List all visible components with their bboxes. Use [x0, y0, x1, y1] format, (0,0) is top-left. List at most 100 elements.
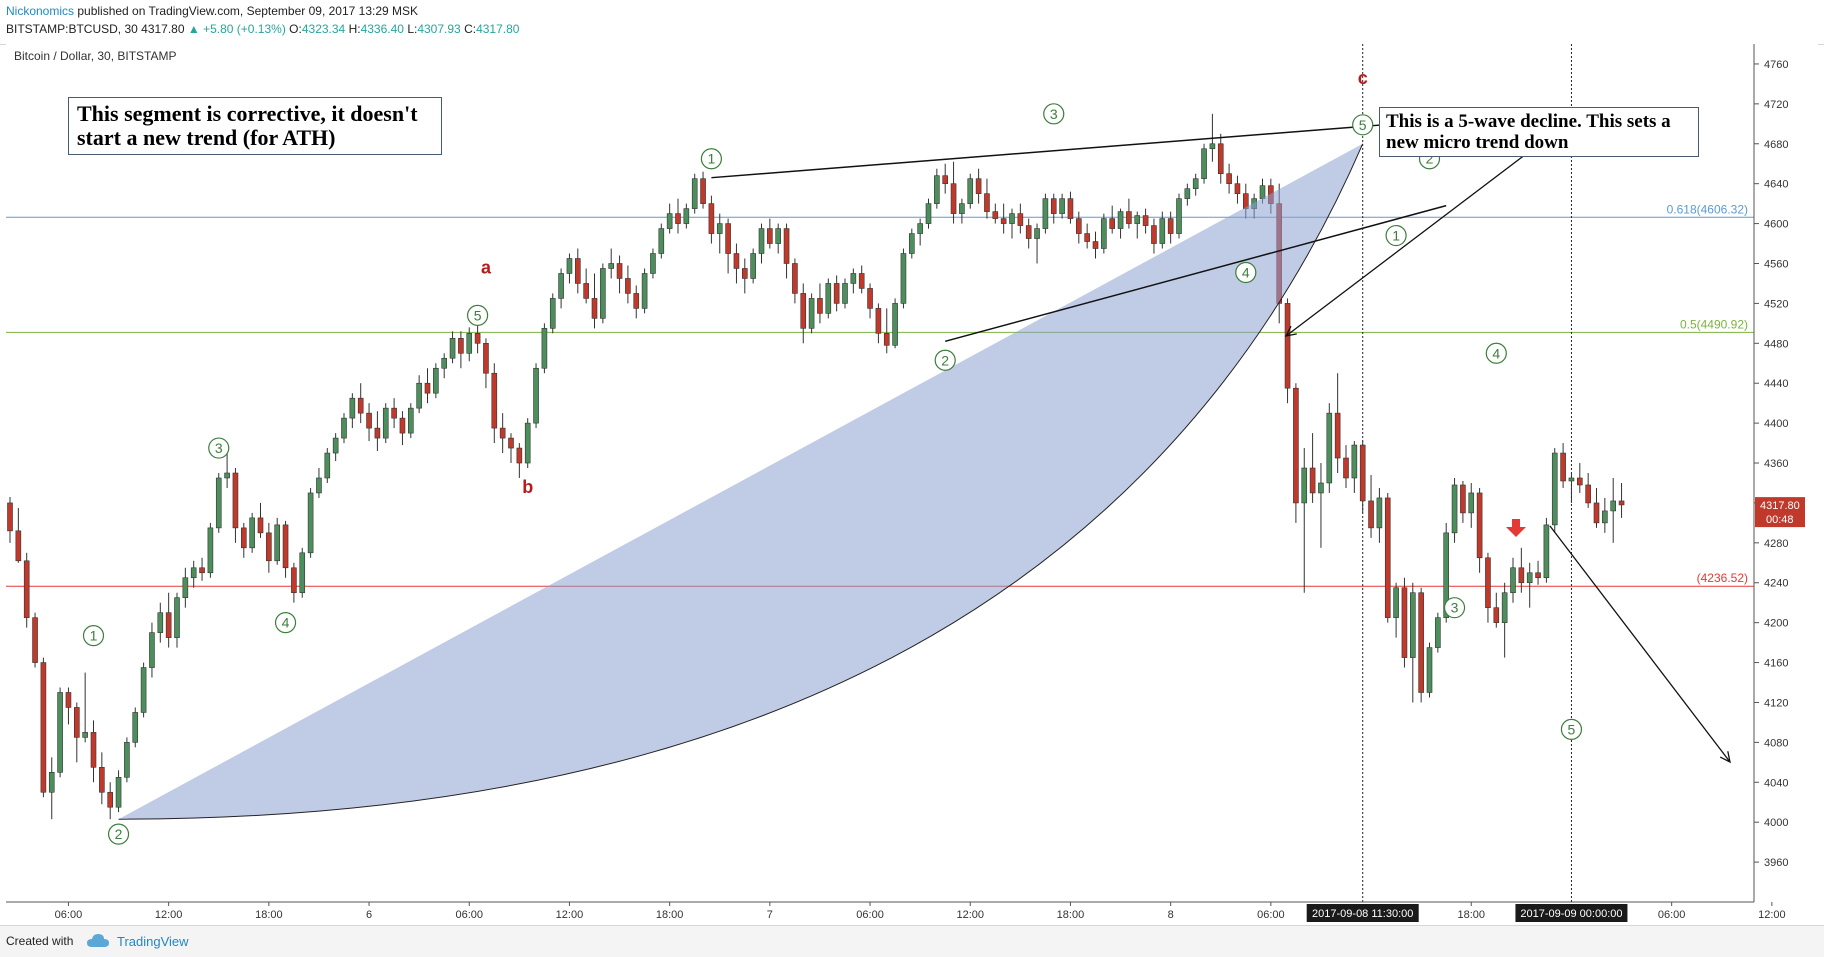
wave-label-1[interactable]: 2: [107, 823, 130, 845]
candle: [850, 268, 857, 294]
candle: [1610, 477, 1616, 543]
wave-label-5[interactable]: 1: [700, 148, 723, 170]
candle: [99, 752, 105, 805]
wave-label-3[interactable]: 4: [274, 612, 297, 634]
candle: [1025, 218, 1032, 249]
close-value: 4317.80: [476, 22, 520, 36]
projection-arrow[interactable]: [1549, 525, 1731, 764]
candle: [959, 198, 965, 224]
wave-label-10[interactable]: 1: [1385, 224, 1407, 247]
candle: [549, 293, 556, 334]
candle: [925, 198, 932, 229]
candle: [508, 433, 514, 464]
x-tick-label: 18:00: [656, 909, 684, 921]
candle: [232, 468, 239, 543]
candle: [1384, 492, 1391, 623]
candle: [1109, 205, 1115, 234]
y-tick-label: 4240: [1764, 578, 1788, 590]
wave-label-12[interactable]: 3: [1443, 597, 1466, 619]
wave-letter-a[interactable]: a: [481, 257, 492, 277]
candle: [115, 770, 122, 813]
wave-letter-b[interactable]: b: [522, 477, 533, 497]
wave-label-0[interactable]: 1: [82, 625, 105, 647]
candle: [875, 303, 882, 344]
candle: [633, 285, 640, 319]
x-tick-label: 12:00: [1758, 909, 1786, 921]
upper-wedge-line[interactable]: [711, 123, 1397, 179]
candle: [491, 363, 498, 444]
candle: [900, 248, 907, 309]
y-tick-label: 4200: [1764, 618, 1788, 630]
candle: [1117, 208, 1124, 239]
author-link[interactable]: Nickonomics: [6, 4, 75, 18]
candle: [215, 473, 222, 533]
candle: [1067, 191, 1074, 224]
candle: [1167, 211, 1174, 244]
candle: [1159, 211, 1166, 249]
wave-label-4[interactable]: 5: [467, 304, 489, 326]
candle: [1309, 433, 1316, 503]
x-tick-label: 8: [1168, 909, 1174, 921]
wave-label-7[interactable]: 3: [1043, 103, 1065, 125]
candle: [1577, 463, 1583, 493]
candle: [984, 178, 990, 219]
wave-label-13[interactable]: 4: [1485, 342, 1507, 364]
candle: [934, 168, 940, 209]
candle: [1476, 487, 1483, 573]
svg-text:2: 2: [115, 826, 123, 842]
candle: [299, 547, 306, 598]
wave-label-2[interactable]: 3: [208, 437, 230, 459]
wave-label-9[interactable]: 5: [1352, 114, 1374, 136]
candle: [1568, 473, 1575, 503]
candle: [1009, 208, 1015, 239]
candle: [1510, 557, 1516, 603]
candle: [1376, 487, 1383, 543]
created-with-label: Created with: [6, 934, 74, 948]
svg-text:5: 5: [1359, 117, 1367, 133]
candle: [391, 398, 397, 429]
wave-letter-c[interactable]: c: [1358, 68, 1368, 88]
candle: [1393, 582, 1399, 638]
candle: [1000, 203, 1007, 234]
candle: [474, 323, 481, 354]
publish-header: Nickonomics published on TradingView.com…: [0, 0, 1824, 45]
y-tick-label: 4680: [1764, 139, 1788, 151]
candle: [1318, 463, 1324, 548]
wave-label-6[interactable]: 2: [934, 349, 956, 371]
candle: [691, 173, 698, 214]
price-axis[interactable]: [1754, 44, 1818, 924]
wave-label-8[interactable]: 4: [1235, 261, 1257, 284]
candle: [224, 448, 230, 488]
candle: [1076, 211, 1082, 244]
candle: [1293, 383, 1299, 523]
candle: [892, 298, 898, 349]
candle: [1234, 175, 1241, 204]
y-tick-label: 4280: [1764, 538, 1788, 550]
candle: [867, 283, 873, 319]
candle: [1543, 517, 1550, 583]
publish-info: published on TradingView.com, September …: [74, 4, 419, 18]
y-tick-label: 4440: [1764, 378, 1788, 390]
candle: [190, 560, 197, 588]
symbol-line: BITSTAMP:BTCUSD, 30 4317.80 ▲ +5.80 (+0.…: [6, 22, 519, 36]
y-tick-label: 4720: [1764, 99, 1788, 111]
candle: [7, 496, 13, 543]
annotation-pointer-arrow[interactable]: [1284, 147, 1535, 337]
candle: [1176, 193, 1182, 239]
wave-label-14[interactable]: 5: [1560, 718, 1583, 741]
candle: [274, 517, 281, 565]
candle: [332, 433, 339, 462]
candle: [132, 707, 139, 748]
candle: [566, 253, 573, 284]
candle: [282, 520, 289, 578]
y-tick-label: 4120: [1764, 697, 1788, 709]
svg-text:3: 3: [215, 440, 223, 456]
candle: [758, 223, 765, 264]
lower-wedge-line[interactable]: [945, 204, 1447, 343]
candle: [48, 757, 55, 820]
y-tick-label: 3960: [1764, 857, 1788, 869]
price-chart[interactable]: Bitcoin / Dollar, 30, BITSTAMP 0.618(4606…: [6, 44, 1818, 924]
candle: [1151, 218, 1157, 254]
candle: [341, 413, 347, 444]
tradingview-brand-link[interactable]: TradingView: [117, 934, 189, 949]
